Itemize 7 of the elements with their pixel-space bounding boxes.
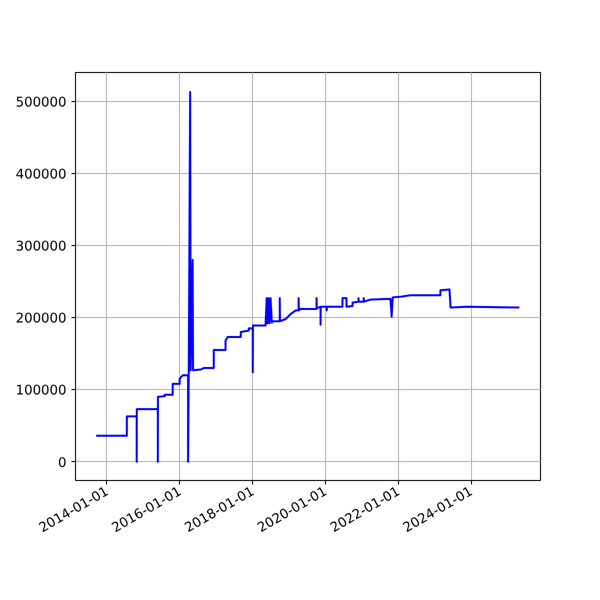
y-tick-label: 0 xyxy=(58,456,67,471)
y-tick-label: 300000 xyxy=(16,240,67,255)
line-series xyxy=(95,90,520,463)
y-tick-label: 400000 xyxy=(16,167,67,182)
y-tick-label: 100000 xyxy=(16,384,67,399)
y-tick-label: 500000 xyxy=(16,95,67,110)
y-tick-label: 200000 xyxy=(16,312,67,327)
